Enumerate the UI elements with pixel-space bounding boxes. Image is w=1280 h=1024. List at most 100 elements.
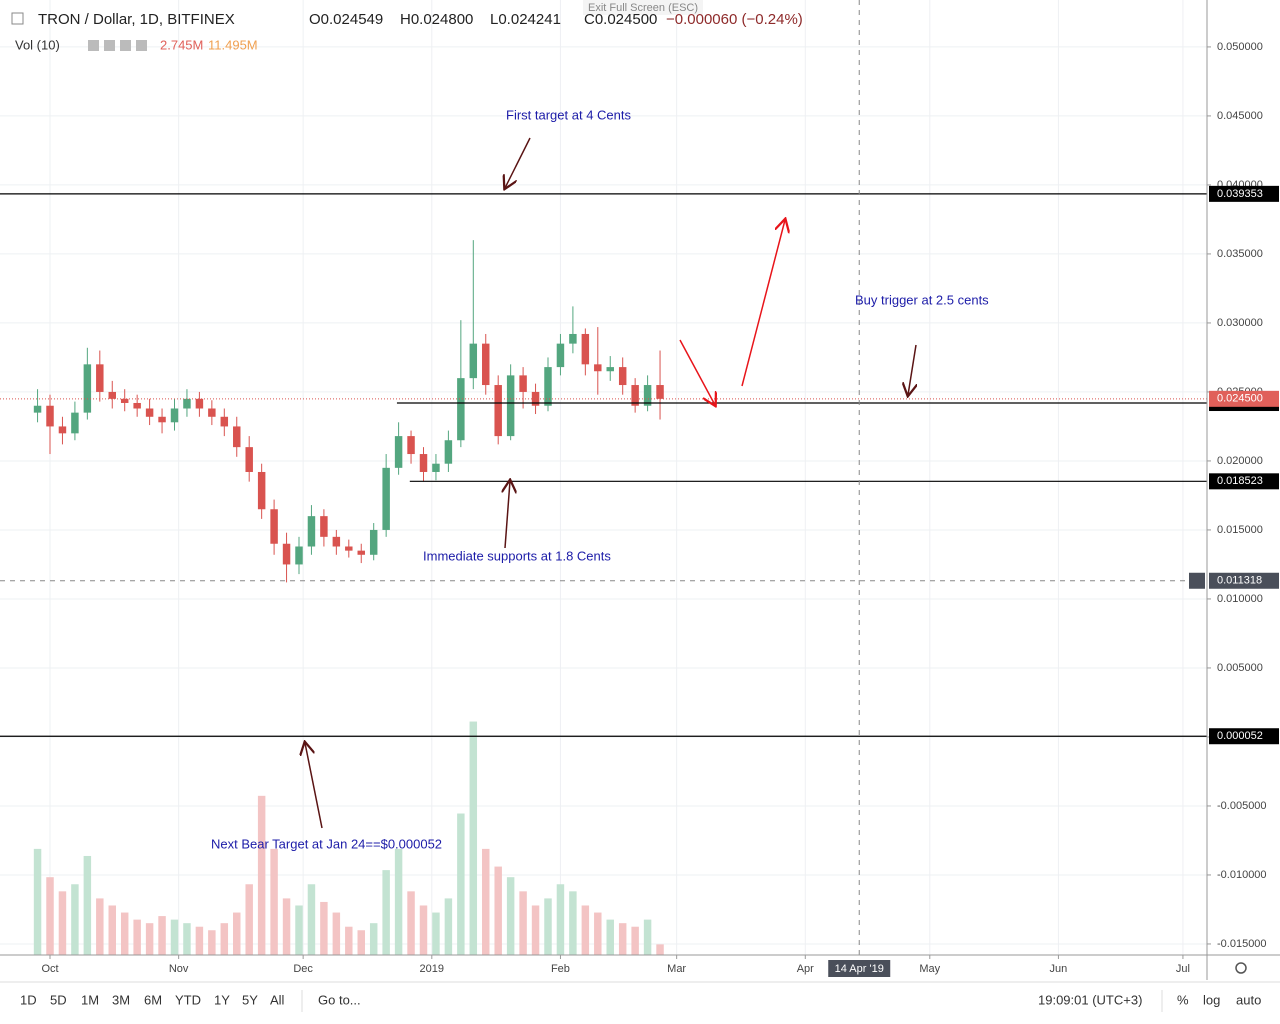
volume-bar	[519, 891, 527, 955]
x-tick-label: Mar	[667, 963, 686, 975]
candle-body	[656, 385, 664, 399]
range-button[interactable]: YTD	[175, 992, 201, 1007]
candle-body	[71, 412, 79, 434]
arrow	[679, 339, 715, 405]
arrow	[908, 344, 916, 395]
candle-body	[444, 440, 453, 464]
volume-bar	[158, 916, 166, 955]
candle-body	[332, 536, 341, 547]
volume-bar	[419, 905, 428, 955]
candle-body	[494, 385, 502, 437]
volume-bar	[357, 930, 365, 955]
candle-body	[369, 529, 378, 555]
candle-body	[457, 378, 465, 441]
x-tick-label: Apr	[797, 963, 814, 975]
candle-body	[170, 408, 179, 423]
volume-bar	[96, 898, 104, 955]
range-button[interactable]: 3M	[112, 992, 130, 1007]
log-button[interactable]: log	[1203, 992, 1220, 1007]
icon[interactable]	[120, 40, 131, 51]
annotation: Next Bear Target at Jan 24==$0.000052	[211, 836, 442, 851]
last-price-label: 0.024500	[1217, 393, 1263, 405]
candle-body	[120, 398, 129, 403]
candle-body	[394, 436, 403, 468]
volume-bar	[457, 813, 465, 955]
x-tick-label: Nov	[169, 963, 189, 975]
candle-body	[618, 367, 627, 386]
volume-bar	[581, 905, 590, 955]
volume-bar	[46, 877, 54, 955]
volume-bar	[233, 912, 241, 955]
clock[interactable]: 19:09:01 (UTC+3)	[1038, 992, 1142, 1007]
volume-bar	[195, 926, 204, 955]
range-button[interactable]: 5Y	[242, 992, 258, 1007]
y-tick-label: -0.005000	[1217, 800, 1267, 812]
change: −0.000060 (−0.24%)	[666, 11, 803, 28]
level-badge	[1209, 473, 1279, 490]
volume-bar	[494, 866, 502, 955]
annotation: Immediate supports at 1.8 Cents	[423, 548, 611, 563]
volume-bar	[133, 919, 141, 955]
icon[interactable]	[136, 40, 147, 51]
y-tick-label: 0.015000	[1217, 524, 1263, 536]
range-button[interactable]: 5D	[50, 992, 67, 1007]
fullscreen-button[interactable]: Exit Full Screen (ESC)	[588, 2, 698, 14]
candle-body	[58, 426, 67, 434]
level-label: 0.018523	[1217, 475, 1263, 487]
volume-bar	[307, 884, 316, 955]
volume-value: 2.745M	[160, 37, 203, 52]
candle-body	[295, 546, 303, 565]
settings-button[interactable]	[1235, 962, 1247, 974]
range-button[interactable]: 6M	[144, 992, 162, 1007]
volume-bar	[432, 912, 440, 955]
range-button[interactable]: All	[270, 992, 285, 1007]
toolbar: 1D 5D 1M 3M 6M YTD 1Y 5Y All Go to... 19…	[20, 962, 1261, 1012]
y-tick-label: -0.015000	[1217, 938, 1267, 950]
collapse-icon[interactable]	[11, 12, 24, 25]
percent-button[interactable]: %	[1177, 992, 1189, 1007]
candle-body	[96, 364, 104, 392]
candle-body	[581, 333, 590, 365]
x-tick-label: Dec	[293, 963, 313, 975]
volume-bar	[544, 898, 552, 955]
range-button[interactable]: 1D	[20, 992, 37, 1007]
candle-body	[220, 416, 229, 427]
volume-bar	[320, 901, 328, 955]
range-button[interactable]: 1Y	[214, 992, 230, 1007]
candle-body	[544, 367, 552, 406]
volume-bar	[270, 848, 278, 955]
candle-body	[357, 550, 365, 555]
annotations: First target at 4 Cents Buy trigger at 2…	[211, 107, 989, 851]
candle-body	[631, 385, 639, 406]
volume-bar	[295, 905, 303, 955]
y-tick-label: 0.035000	[1217, 248, 1263, 260]
volume-bar	[394, 848, 403, 955]
volume-bar	[120, 912, 129, 955]
arrow	[505, 481, 510, 549]
candle-body	[245, 447, 253, 472]
goto-button[interactable]: Go to...	[318, 992, 361, 1007]
volume-bar	[531, 905, 540, 955]
icon[interactable]	[104, 40, 115, 51]
candle-body	[531, 391, 540, 406]
annotation: First target at 4 Cents	[506, 107, 631, 122]
candle-body	[108, 391, 116, 399]
candle-body	[83, 364, 92, 413]
volume-label[interactable]: Vol (10)	[15, 37, 60, 52]
symbol-title[interactable]: TRON / Dollar, 1D, BITFINEX	[38, 11, 235, 28]
fullscreen-badge[interactable]	[583, 0, 703, 15]
icon[interactable]	[88, 40, 99, 51]
volume-bar	[257, 795, 266, 955]
y-tick-label: 0.045000	[1217, 110, 1263, 122]
auto-button[interactable]: auto	[1236, 992, 1261, 1007]
range-button[interactable]: 1M	[81, 992, 99, 1007]
volume-bar	[170, 919, 179, 955]
candle-body	[145, 408, 154, 417]
volume-bar	[482, 848, 490, 955]
volume-bar	[643, 919, 652, 955]
x-tick-label: Jun	[1050, 963, 1068, 975]
volume-bar	[332, 912, 341, 955]
crosshair-y-label: 0.011318	[1217, 575, 1262, 587]
